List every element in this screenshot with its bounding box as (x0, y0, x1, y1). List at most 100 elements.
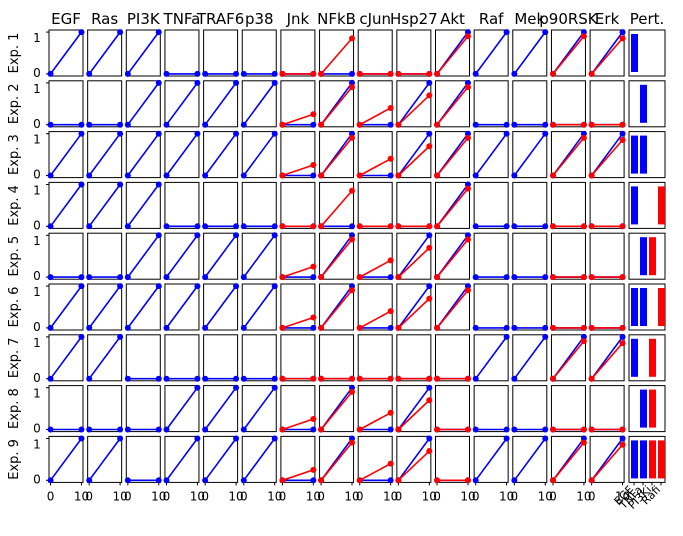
red-series-line (397, 145, 430, 177)
y-tick-label: 1 (33, 285, 41, 299)
blue-series-line (397, 285, 430, 329)
blue-series-point (124, 375, 131, 382)
blue-series-line (475, 438, 508, 481)
blue-series-point (117, 181, 124, 188)
red-series-point (387, 460, 394, 467)
red-series-point (588, 375, 595, 382)
red-series-point (395, 70, 402, 77)
red-series-point (279, 426, 286, 433)
subplot-frame (435, 435, 470, 483)
perturbation-bar (640, 135, 647, 174)
blue-series-point (580, 435, 587, 442)
x-tick-label: 10 (267, 489, 282, 503)
subplot-frame (396, 29, 432, 77)
blue-series-point (233, 232, 240, 239)
red-series-line (397, 450, 430, 481)
red-series-point (434, 70, 441, 77)
subplot-frame (87, 80, 123, 128)
red-series-line (320, 37, 353, 75)
subplot-frame (512, 80, 548, 128)
red-series-line (552, 137, 585, 177)
blue-series-point (472, 223, 479, 230)
red-series-point (279, 274, 286, 281)
subplot (46, 283, 85, 331)
perturbation-bar (640, 237, 647, 276)
blue-series-point (387, 426, 394, 433)
subplot (356, 80, 394, 128)
blue-series-point (194, 70, 201, 77)
column-title: Jnk (286, 10, 310, 28)
blue-series-point (349, 283, 356, 290)
blue-series-point (240, 274, 247, 281)
subplot (46, 29, 85, 77)
x-tick-label: 0 (317, 489, 325, 503)
red-series-point (580, 338, 587, 345)
subplot (124, 130, 162, 179)
subplot (549, 29, 587, 77)
blue-series-point (78, 426, 85, 433)
blue-series-point (310, 172, 317, 179)
x-tick-label: 0 (124, 489, 132, 503)
red-series-point (349, 439, 356, 446)
red-series-point (464, 84, 471, 91)
blue-series-point (580, 130, 587, 137)
red-series-point (549, 121, 556, 128)
subplot-frame (512, 283, 548, 331)
subplot (163, 283, 201, 331)
x-tick-label: 10 (228, 489, 243, 503)
blue-series-point (124, 172, 131, 179)
subplot (86, 232, 124, 281)
blue-series-line (243, 438, 276, 481)
subplot (202, 29, 240, 77)
subplot (395, 435, 433, 486)
red-series-point (318, 477, 325, 484)
blue-series-point (511, 223, 518, 230)
x-tick-label: 10 (383, 489, 398, 503)
subplot (86, 130, 124, 179)
red-series-point (349, 287, 356, 294)
x-tick-label: 10 (151, 489, 166, 503)
blue-series-point (117, 333, 124, 340)
red-series-line (591, 37, 624, 75)
blue-series-point (464, 79, 471, 86)
blue-series-point (47, 223, 54, 230)
red-series-point (619, 441, 626, 448)
blue-series-point (194, 130, 201, 137)
column-title: Erk (595, 10, 620, 28)
red-series-point (349, 134, 356, 141)
subplot (549, 333, 587, 382)
blue-series-point (47, 375, 54, 382)
subplot-frame (48, 80, 84, 128)
subplot (124, 79, 162, 128)
x-tick-label: 10 (306, 489, 321, 503)
y-tick-label: 1 (33, 31, 41, 45)
subplot-frame (589, 80, 625, 128)
blue-series-point (271, 283, 278, 290)
blue-series-point (202, 274, 209, 281)
red-series-point (395, 375, 402, 382)
subplot (318, 181, 356, 230)
subplot (202, 334, 240, 382)
subplot (549, 283, 587, 331)
subplot (356, 435, 394, 486)
red-series-point (426, 244, 433, 251)
blue-series-point (47, 172, 54, 179)
red-series-point (619, 274, 626, 281)
blue-series-line (127, 31, 160, 75)
red-series-line (397, 247, 430, 278)
subplot (356, 283, 394, 331)
subplot (395, 29, 433, 77)
column-title: Akt (440, 10, 465, 28)
subplot (279, 385, 317, 433)
subplot (434, 435, 471, 486)
blue-series-line (49, 285, 83, 329)
red-series-point (310, 162, 317, 169)
subplot (511, 232, 549, 281)
blue-series-point (619, 29, 626, 36)
subplot-frame (164, 334, 200, 382)
red-series-point (464, 185, 471, 192)
y-tick-label: 0 (33, 472, 41, 486)
blue-series-point (426, 130, 433, 137)
subplot (395, 130, 433, 179)
